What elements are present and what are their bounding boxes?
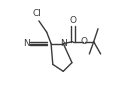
Text: N: N <box>60 39 67 48</box>
Text: N: N <box>23 39 30 48</box>
Text: Cl: Cl <box>33 9 42 18</box>
Text: O: O <box>81 37 88 46</box>
Text: O: O <box>69 15 76 25</box>
